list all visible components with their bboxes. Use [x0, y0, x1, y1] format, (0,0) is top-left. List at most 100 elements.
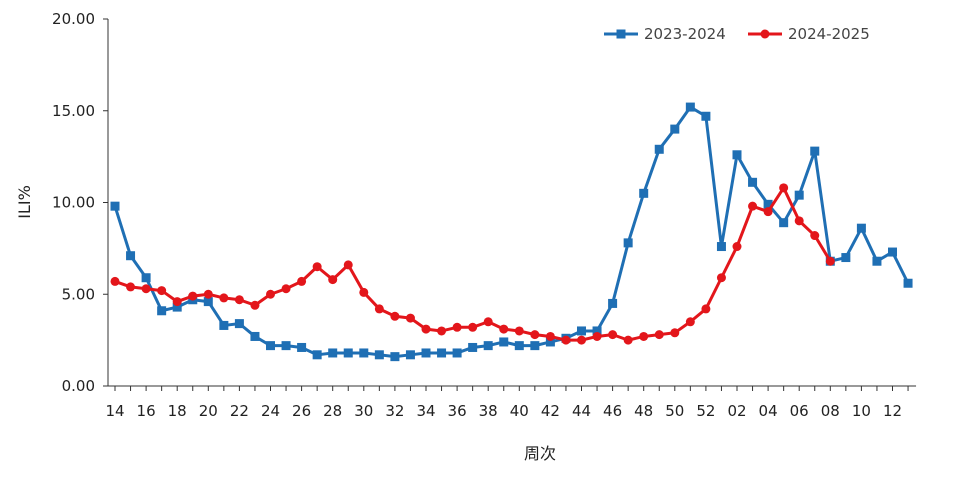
data-point [421, 348, 431, 358]
data-point [872, 256, 882, 266]
x-axis-title: 周次 [524, 444, 556, 463]
data-point [421, 324, 431, 334]
x-tick-label: 04 [759, 402, 778, 420]
data-point [545, 337, 555, 347]
x-tick-label: 28 [323, 402, 342, 420]
data-point [794, 190, 804, 200]
series-group [110, 102, 913, 362]
data-point [312, 262, 322, 272]
data-point [437, 348, 447, 358]
data-point [654, 144, 664, 154]
legend-label: 2023-2024 [644, 25, 726, 43]
data-point [266, 289, 275, 299]
data-point [328, 348, 338, 358]
x-tick-label: 36 [448, 402, 467, 420]
data-point [157, 306, 167, 316]
data-point [670, 328, 680, 338]
data-point [452, 322, 462, 332]
data-point [172, 302, 182, 312]
x-tick-label: 16 [137, 402, 156, 420]
data-point [203, 289, 213, 299]
data-point [608, 298, 618, 308]
data-point [250, 300, 260, 310]
data-point [732, 150, 742, 160]
data-point [810, 231, 820, 241]
data-point [748, 177, 758, 187]
data-point [234, 295, 244, 305]
data-point [530, 330, 540, 340]
legend-marker [616, 29, 626, 39]
data-point [888, 247, 897, 257]
data-point [670, 124, 680, 134]
data-point [141, 273, 151, 283]
x-tick-label: 44 [572, 402, 591, 420]
data-point [374, 304, 384, 314]
data-point [716, 242, 726, 252]
data-point [577, 335, 586, 345]
data-point [856, 223, 866, 233]
x-tick-label: 48 [634, 402, 653, 420]
data-point [623, 335, 633, 345]
data-point [188, 291, 198, 301]
data-point [608, 330, 618, 340]
data-point [297, 342, 307, 352]
data-point [359, 348, 369, 358]
x-tick-label: 42 [541, 402, 560, 420]
data-point [219, 320, 229, 330]
data-point [219, 293, 229, 303]
data-point [405, 313, 415, 323]
data-point [903, 278, 913, 288]
data-point [390, 311, 400, 321]
x-tick-label: 50 [665, 402, 684, 420]
data-point [266, 341, 275, 351]
data-point [545, 331, 555, 341]
y-tick-label: 0.00 [62, 377, 95, 395]
data-point [343, 260, 353, 270]
data-point [623, 238, 633, 248]
data-point [468, 322, 478, 332]
data-point [514, 326, 524, 336]
data-point [343, 348, 353, 358]
data-point [577, 326, 586, 336]
data-point [141, 284, 151, 294]
y-tick-label: 5.00 [62, 285, 95, 303]
series-2024-2025 [110, 183, 835, 345]
data-point [110, 201, 120, 211]
data-point [390, 352, 400, 362]
x-tick-label: 30 [354, 402, 373, 420]
x-tick-label: 02 [727, 402, 746, 420]
data-point [374, 350, 384, 360]
data-point [701, 111, 711, 121]
x-tick-label: 26 [292, 402, 311, 420]
legend-marker [760, 29, 770, 39]
data-point [639, 331, 649, 341]
data-point [779, 218, 789, 228]
data-point [639, 188, 649, 198]
data-point [359, 287, 369, 297]
legend-label: 2024-2025 [788, 25, 870, 43]
data-point [281, 341, 291, 351]
data-point [763, 207, 773, 217]
data-point [592, 331, 602, 341]
data-point [701, 304, 711, 314]
data-point [748, 201, 758, 211]
data-point [157, 286, 167, 296]
data-point [499, 324, 509, 334]
data-point [250, 331, 260, 341]
data-point [483, 317, 493, 327]
y-axis-title: ILI% [15, 185, 34, 219]
data-point [297, 276, 307, 286]
x-tick-label: 32 [385, 402, 404, 420]
x-tick-label: 24 [261, 402, 280, 420]
data-point [203, 297, 213, 307]
x-tick-label: 52 [696, 402, 715, 420]
x-tick-label: 18 [168, 402, 187, 420]
data-point [483, 341, 493, 351]
axes: 0.00 5.00 10.00 15.00 20.00 14 16 18 20 22 24 26 28 3… [52, 10, 917, 420]
x-tick-label: 14 [105, 402, 124, 420]
data-point [592, 326, 602, 336]
legend-item: 2023-2024 [604, 25, 726, 43]
data-point [452, 348, 462, 358]
data-point [841, 253, 851, 263]
